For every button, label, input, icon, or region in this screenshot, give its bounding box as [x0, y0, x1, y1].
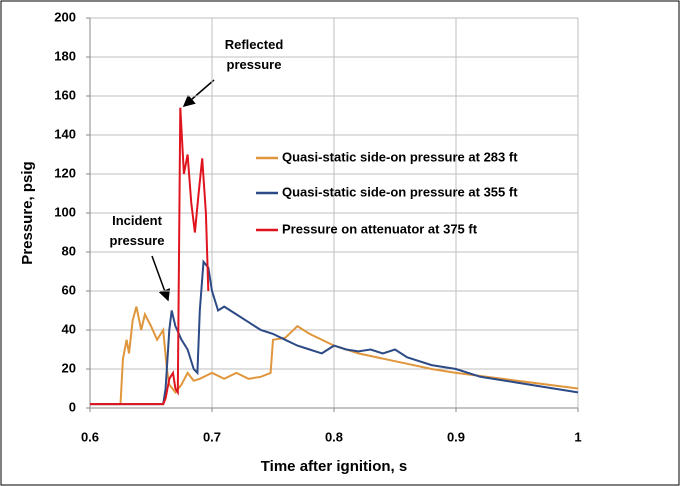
series-line [90, 259, 579, 406]
legend-label: Quasi-static side-on pressure at 283 ft [282, 149, 518, 164]
y-tick-label: 200 [54, 9, 76, 24]
y-tick-label: 80 [62, 243, 76, 258]
x-axis-label: Time after ignition, s [261, 458, 407, 475]
annotation: Incident pressure [110, 213, 165, 248]
arrow [151, 255, 171, 302]
x-tick-label: 0.6 [81, 429, 99, 444]
arrow [182, 79, 215, 107]
annotation-line: pressure [110, 233, 165, 248]
y-tick-label: 0 [69, 399, 76, 414]
y-tick-label: 100 [54, 204, 76, 219]
y-tick-label: 40 [62, 321, 76, 336]
annotation-line: Incident [112, 213, 163, 228]
x-tick-label: 0.7 [203, 429, 221, 444]
y-tick-label: 60 [62, 282, 76, 297]
y-tick-label: 20 [62, 360, 76, 375]
legend-label: Quasi-static side-on pressure at 355 ft [282, 184, 518, 199]
y-tick-label: 160 [54, 87, 76, 102]
annotation-line: pressure [227, 57, 282, 72]
series-line [90, 107, 210, 406]
legend-label: Pressure on attenuator at 375 ft [282, 221, 478, 236]
x-tick-label: 0.9 [447, 429, 465, 444]
x-tick-label: 0.8 [325, 429, 343, 444]
x-tick-label: 1 [574, 429, 581, 444]
annotation-line: Reflected [225, 37, 284, 52]
y-axis-label: Pressure, psig [19, 161, 36, 264]
y-tick-label: 120 [54, 165, 76, 180]
y-tick-label: 180 [54, 48, 76, 63]
y-tick-label: 140 [54, 126, 76, 141]
annotation: Reflected pressure [225, 37, 284, 72]
